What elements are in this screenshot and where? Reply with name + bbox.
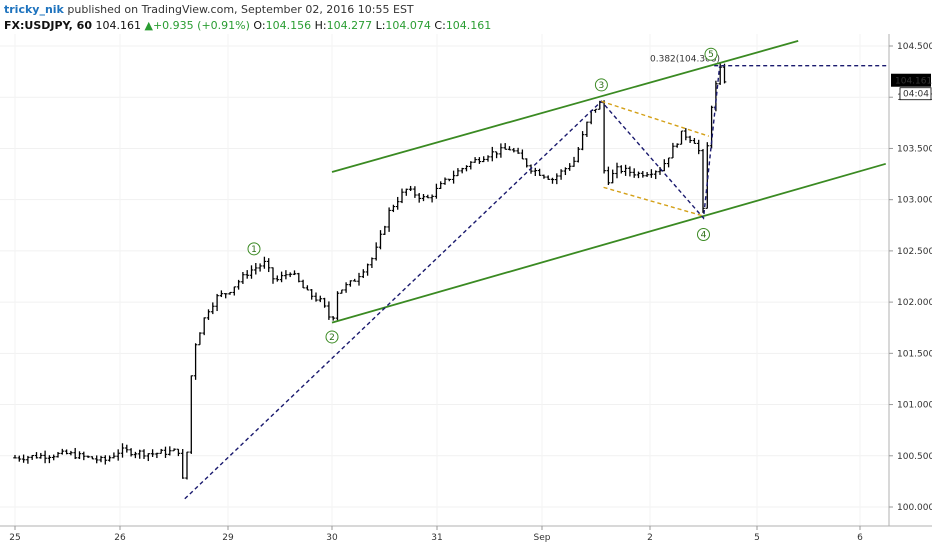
ohlc-line: FX:USDJPY, 60 104.161 ▲+0.935 (+0.91%) O… — [4, 18, 884, 34]
time-tick-label: 25 — [9, 533, 20, 543]
wave-label-circle — [697, 227, 710, 241]
open-label: O: — [253, 19, 266, 32]
publish-line: tricky_nik published on TradingView.com,… — [4, 2, 884, 18]
wave-label: 2 — [329, 333, 335, 343]
time-tick-label: 2 — [647, 533, 653, 543]
price-axis-bg — [889, 34, 932, 526]
last-price-tag — [891, 73, 931, 87]
price-tick-label: 104.500 — [897, 42, 932, 52]
wave-label-circle — [247, 242, 261, 256]
time-tick-label: Sep — [534, 533, 551, 543]
low-value: 104.074 — [385, 19, 431, 32]
ohlc-bars — [13, 62, 727, 480]
channel-upper-line — [331, 40, 799, 173]
triangle-upper-line — [601, 100, 710, 137]
price-axis[interactable]: 104.500104.000103.500103.000102.500102.0… — [889, 42, 932, 513]
price-tick-label: 100.000 — [897, 503, 932, 513]
time-tick-label: 30 — [326, 533, 338, 543]
time-axis[interactable]: 25 26 29 30 31 Sep 2 5 6 — [9, 526, 863, 543]
price-tick-label: 101.500 — [897, 349, 932, 359]
triangle-lower-line — [603, 186, 704, 217]
countdown-tag — [899, 87, 932, 101]
price-tick-label: 100.500 — [897, 452, 932, 462]
published-text: published on TradingView.com, September … — [67, 3, 414, 16]
change-value: +0.935 (+0.91%) — [152, 19, 250, 32]
chart-header: tricky_nik published on TradingView.com,… — [4, 2, 884, 34]
time-tick-label: 26 — [114, 533, 126, 543]
close-value: 104.161 — [445, 19, 492, 32]
price-tick-label: 101.000 — [897, 401, 932, 411]
wave-label-circle — [594, 78, 608, 92]
time-tick-label: 6 — [857, 533, 863, 543]
last-price: 104.161 — [95, 19, 142, 32]
chart-grid — [0, 34, 889, 526]
time-tick-label: 31 — [431, 533, 442, 543]
wave-label: 1 — [251, 245, 257, 255]
low-label: L: — [375, 19, 386, 32]
high-label: H: — [314, 19, 327, 32]
high-value: 104.277 — [326, 19, 373, 32]
price-tick-label: 103.000 — [897, 196, 932, 206]
open-value: 104.156 — [265, 19, 312, 32]
fib-level-label: 0.382(104.308) — [650, 55, 720, 65]
wave-zigzag-line — [184, 66, 721, 500]
price-tick-label: 103.500 — [897, 144, 932, 154]
wave-label-circle — [325, 330, 339, 344]
wave-label: 3 — [599, 81, 605, 91]
channel-lower-line — [331, 162, 886, 324]
change-arrow-icon: ▲ — [144, 19, 153, 32]
countdown-label: 04:04 — [903, 90, 929, 100]
wave-label: 5 — [708, 50, 714, 60]
author-name[interactable]: tricky_nik — [4, 3, 64, 16]
close-label: C: — [434, 19, 446, 32]
wave-label: 4 — [701, 230, 707, 240]
time-tick-label: 5 — [754, 533, 760, 543]
time-tick-label: 29 — [222, 533, 234, 543]
wave-label-circle — [704, 47, 718, 61]
symbol-label: FX:USDJPY, 60 — [4, 19, 92, 32]
last-price-label: 104.161 — [895, 77, 932, 87]
price-tick-label: 102.500 — [897, 247, 932, 257]
price-tick-label: 102.000 — [897, 298, 932, 308]
chart-drawings: 0.382(104.308) 1 2 3 4 5 — [184, 40, 889, 500]
